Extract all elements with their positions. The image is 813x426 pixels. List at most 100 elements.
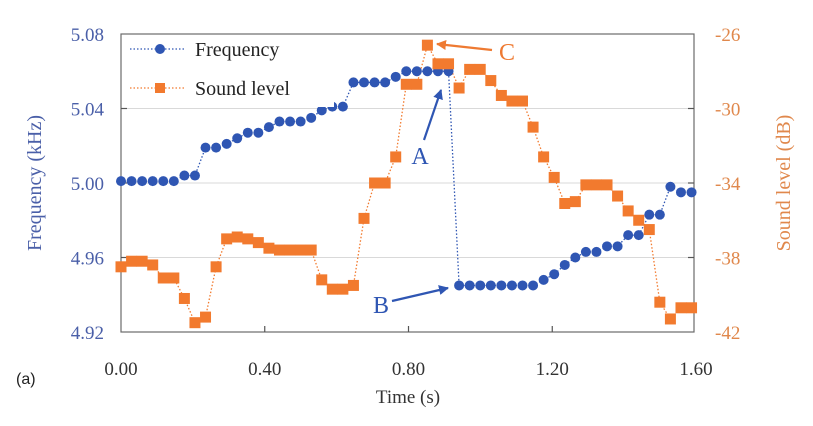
x-tick-label: 1.60 [679,359,712,380]
sound-level-point [464,63,476,75]
annotation-label-b: B [373,293,389,319]
frequency-point [665,181,676,192]
y-tick-label: 5.04 [71,100,105,121]
frequency-point [179,170,190,181]
frequency-point [306,112,317,123]
sound-level-point [453,82,465,94]
annotation-arrow-b [391,285,449,303]
sound-level-point [643,224,655,236]
sound-level-point [443,58,455,70]
y-axis-label: Frequency (kHz) [24,115,46,251]
sound-level-point [559,197,571,209]
x-tick-label: 0.40 [248,359,281,380]
sound-level-point [210,261,222,273]
sound-level-point [379,177,391,189]
frequency-point [295,116,306,127]
frequency-point [221,138,232,149]
sound-level-point [686,302,698,314]
sound-level-point [390,151,402,163]
frequency-point [200,142,211,153]
y-tick-labels: 5.08 5.04 5.00 4.96 4.92 [71,25,105,344]
frequency-point [591,246,602,257]
axis-ticks [121,107,694,332]
sound-level-point [252,237,264,249]
frequency-point [211,142,222,153]
x-tick-label: 0.00 [104,359,137,380]
sound-level-point [612,190,624,202]
legend-marker-frequency [155,44,165,54]
frequency-point [612,241,623,252]
y2-tick-label: -34 [715,174,741,195]
frequency-point [623,230,634,241]
frequency-point [475,280,486,291]
frequency-point [644,209,655,220]
frequency-point [464,280,475,291]
frequency-point [116,176,126,187]
annotation-label-a: A [411,144,429,170]
sound-level-point [622,205,634,217]
sound-level-point [147,259,159,271]
frequency-point [559,259,570,270]
legend-label-frequency: Frequency [195,39,279,61]
frequency-point [263,122,274,133]
sound-level-point [305,244,317,256]
y-tick-label: 4.96 [71,249,104,270]
sound-level-point [548,171,560,183]
sound-level-point [527,121,539,133]
frequency-point [253,127,264,138]
sound-level-point [411,78,423,90]
y2-axis-label: Sound level (dB) [773,115,795,252]
sound-level-point [569,196,581,208]
sound-level-point [221,233,233,245]
legend: Frequency Sound level [122,35,334,107]
frequency-point [454,280,465,291]
series-points [115,39,698,329]
sound-level-point [664,313,676,325]
frequency-point [390,71,401,82]
frequency-point [485,280,496,291]
frequency-point [316,105,327,116]
sound-level-point [601,179,613,191]
sound-level-point [421,39,433,51]
frequency-point [137,176,148,187]
frequency-point [411,66,422,77]
panel-label: (a) [16,371,36,388]
sound-level-point [115,261,127,273]
annotation-label-c: C [499,40,515,66]
sound-level-point [590,179,602,191]
frequency-point [126,176,137,187]
frequency-point [369,77,380,88]
sound-level-point [675,302,687,314]
frequency-point [528,280,539,291]
frequency-point [675,187,686,198]
legend-label-sound-level: Sound level [195,78,290,100]
sound-level-point [242,233,254,245]
sound-level-point [231,231,243,243]
frequency-point [147,176,158,187]
frequency-point [654,209,665,220]
sound-level-point [347,279,359,291]
sound-level-point [506,95,518,107]
y2-tick-label: -26 [715,25,740,46]
frequency-point [570,252,581,263]
y-tick-label: 4.92 [71,323,104,344]
sound-level-point [654,296,666,308]
frequency-point [285,116,296,127]
annotations: A B C [373,40,515,319]
frequency-point [348,77,359,88]
y-tick-label: 5.08 [71,25,104,46]
sound-level-point [358,212,370,224]
frequency-point [359,77,370,88]
sound-level-point [168,272,180,284]
sound-level-point [432,58,444,70]
sound-level-point [263,242,275,254]
sound-level-point [136,255,148,267]
frequency-point [549,269,560,280]
sound-level-point [126,255,138,267]
sound-level-point [474,63,486,75]
frequency-point [506,280,517,291]
sound-level-point [316,274,328,286]
y2-tick-label: -42 [715,323,740,344]
frequency-point [422,66,433,77]
frequency-point [517,280,528,291]
